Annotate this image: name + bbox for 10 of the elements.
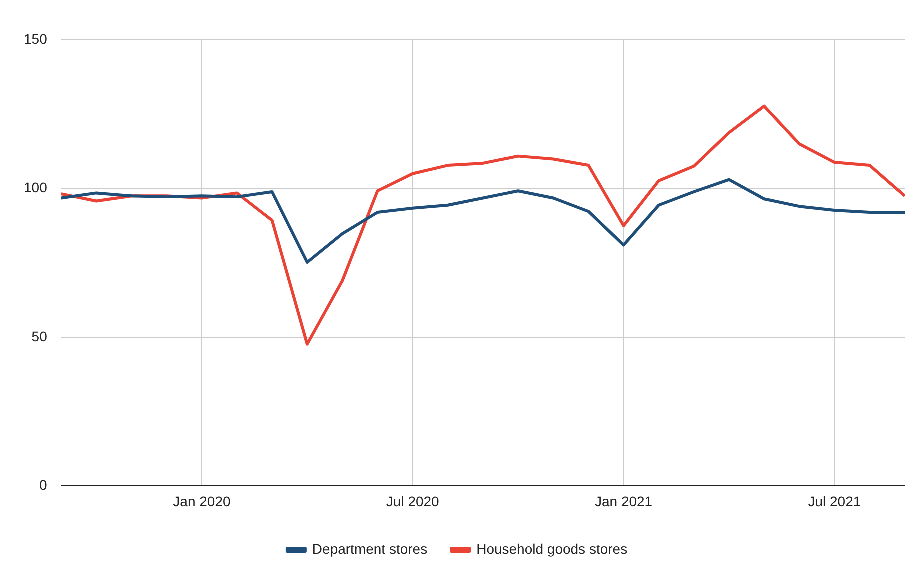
x-tick-label: Jul 2020 (386, 493, 440, 510)
legend-label: Department stores (312, 540, 428, 557)
y-tick-label: 50 (32, 328, 48, 344)
x-tick-label: Jan 2021 (594, 493, 653, 510)
y-tick-label: 150 (24, 30, 48, 47)
x-tick-label: Jul 2021 (808, 493, 862, 510)
y-tick-label: 0 (40, 477, 48, 494)
y-tick-label: 100 (24, 180, 48, 196)
legend-label: Household goods stores (476, 540, 628, 557)
x-tick-label: Jan 2020 (173, 493, 231, 510)
